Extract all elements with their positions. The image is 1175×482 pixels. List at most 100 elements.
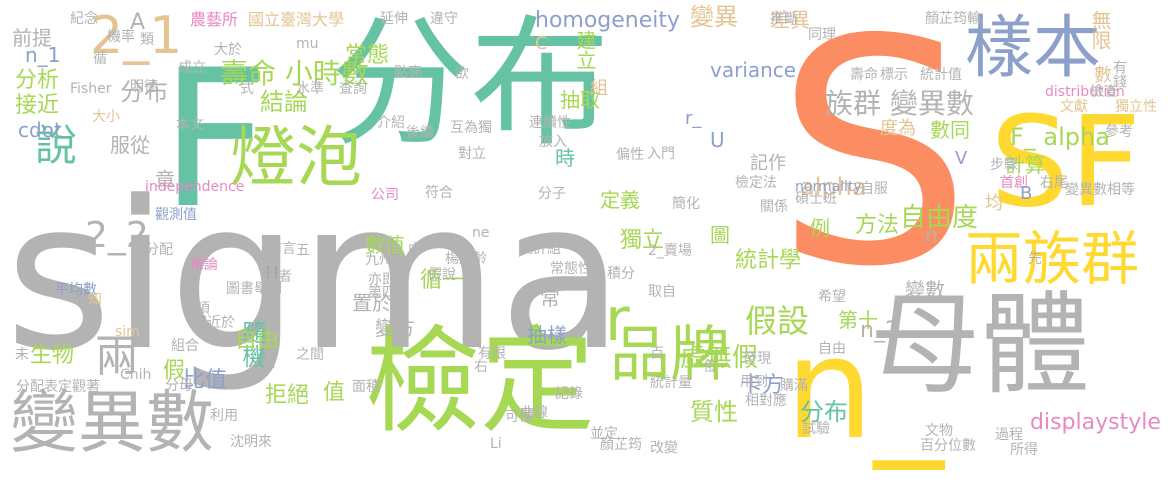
cloud-word: 知 [88,292,102,308]
cloud-word: 族群 變異數 [825,87,974,120]
cloud-word: 循 [93,51,107,67]
cloud-word: alpha [800,173,867,201]
cloud-word: 符合 [425,185,453,201]
cloud-word: 變異 [690,3,738,31]
cloud-word: 先 [1028,251,1042,267]
cloud-word: 項 [196,301,210,317]
cloud-word: 接近 [15,93,60,118]
cloud-word: 之間 [296,347,324,363]
cloud-word: 記作 [750,153,786,174]
cloud-word: H [265,263,279,284]
cloud-word: A [130,10,146,35]
cloud-word: 均 [985,193,1003,214]
cloud-word: 品牌 [610,320,730,390]
cloud-word: 試驗 [802,421,830,437]
cloud-word: 例 [810,216,830,240]
cloud-word: 類 [140,32,154,48]
cloud-word: 介紹 [377,115,405,131]
cloud-word: 假設 [745,302,810,340]
cloud-word: 式 [240,81,254,97]
cloud-word: 循一 [420,268,465,293]
cloud-word: 明德 [130,79,158,95]
cloud-word: 公司 [371,187,399,203]
cloud-word: 沈明來 [230,434,272,450]
cloud-word: 自由 [235,328,280,353]
cloud-word: 利用 [210,408,238,424]
cloud-word: 中 [408,242,422,258]
cloud-word: 連續性 [529,115,571,131]
cloud-word: V [955,148,968,169]
cloud-word: 未 [15,347,29,363]
cloud-word: 所得 [1010,442,1038,458]
cloud-word: 2_賣場 [648,243,692,259]
cloud-word: 2_2 [85,215,149,256]
cloud-word: 組合 [171,338,199,354]
cloud-word: 百 [650,346,664,362]
cloud-word: 值 [319,380,344,402]
cloud-word: 2_1 [90,6,183,66]
cloud-word: 數 [1091,65,1112,83]
cloud-word: 分配 [145,242,173,258]
cloud-word: 水準 [296,81,324,97]
cloud-word: 右尾 [1040,175,1068,191]
cloud-word: 自由度 [900,203,979,233]
cloud-word: 變方 [375,316,415,340]
cloud-word: 統計組 [519,241,561,257]
cloud-word: 互為獨 [450,120,492,136]
cloud-word: n_ [785,308,944,471]
cloud-word: 右 [474,359,488,375]
cloud-word: 購滿 [780,378,808,394]
cloud-word: 隨機 [238,320,266,368]
cloud-word: 假說 [428,267,456,283]
cloud-word: 第四 [368,285,396,301]
cloud-word: 舉例 [254,281,282,297]
cloud-word: 希望 [818,289,846,305]
cloud-word: 關係 [760,199,788,215]
cloud-word: 首創 [1000,175,1028,191]
cloud-word: 文獻 [1060,99,1088,115]
cloud-word: 計算 [1005,153,1045,177]
cloud-word: 作者 [264,269,292,285]
cloud-word: 分析 [15,68,60,93]
cloud-word: 自服 [860,181,888,197]
cloud-word: 拒絕 [265,383,310,408]
cloud-word: 機率 [107,29,135,45]
cloud-word: 分布 [120,78,168,106]
cloud-word: 取自 [648,284,676,300]
cloud-word: 章 [155,168,175,192]
cloud-word: 積分 [607,266,635,282]
cloud-word: 推斷 [770,11,798,27]
cloud-word: 定義 [600,188,640,212]
cloud-word: 違守 [430,11,458,27]
cloud-word: 建立 [573,30,597,70]
cloud-word: 曲線 [520,405,548,421]
cloud-word: Chih [120,367,152,383]
cloud-word: 兩 [95,331,139,382]
cloud-word: 服從 [110,133,150,157]
cloud-word: 並定 [590,426,618,442]
cloud-word: 欲 [455,66,469,82]
cloud-word: 有錢 [1111,60,1127,88]
cloud-word: Fisher [70,81,112,97]
cloud-word: 抽樣 [527,323,567,347]
cloud-word: 分子 [538,186,566,202]
cloud-word: 平均數 [55,282,97,298]
cloud-word: 圖 [710,223,730,247]
cloud-word: SF [990,90,1142,235]
cloud-word: 文物 [925,423,953,439]
cloud-word: 檢查 [1090,84,1118,100]
cloud-word: Li [490,436,502,452]
cloud-word: 圖書 [226,281,254,297]
cloud-word: C [535,33,548,54]
cloud-word: 分布 [330,3,611,166]
cloud-word: S [775,0,972,335]
cloud-word: 生物 [30,343,75,368]
cloud-word: 無限 [1088,10,1112,50]
cloud-word: homogeneity [535,8,681,33]
cloud-word: 有限 [478,346,506,362]
cloud-word: 質性 [690,398,738,426]
cloud-word: variance [710,58,797,82]
cloud-word: 顏芷筠輸 [925,11,981,27]
cloud-word: n_1 [25,43,61,67]
